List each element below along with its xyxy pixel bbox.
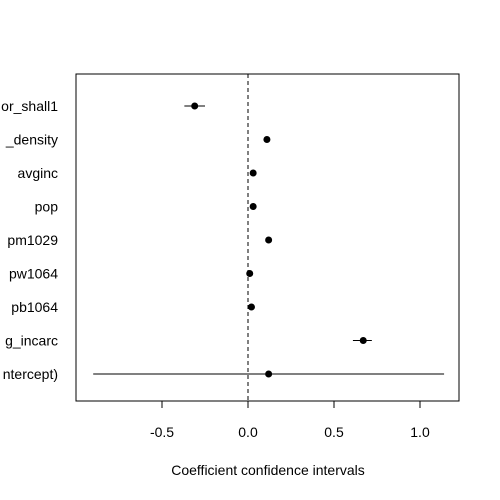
estimate-point-5 [246, 270, 254, 277]
plot-frame [75, 73, 460, 402]
estimate-point-1 [263, 136, 271, 143]
x-axis-label: Coefficient confidence intervals [171, 462, 365, 478]
y-tick-label-4: pm1029 [7, 232, 58, 248]
y-tick-label-0: or_shall1 [1, 98, 58, 114]
estimate-point-0 [191, 102, 199, 110]
y-tick-label-3: pop [35, 199, 59, 215]
y-tick-label-5: pw1064 [9, 266, 58, 282]
y-tick-label-6: pb1064 [11, 299, 58, 315]
estimate-point-8 [265, 370, 273, 378]
x-tick-label-2: 0.5 [324, 424, 344, 440]
plot-area [75, 73, 460, 402]
y-tick-label-2: avginc [18, 165, 58, 181]
estimate-point-6 [247, 303, 255, 311]
y-tick-label-1: _density [5, 132, 58, 148]
estimate-point-3 [249, 203, 257, 210]
estimate-point-2 [249, 169, 257, 177]
x-axis: -0.5 0.0 0.5 1.0 [150, 401, 430, 440]
estimate-point-7 [359, 337, 367, 344]
x-tick-label-0: -0.5 [150, 424, 174, 440]
x-tick-label-3: 1.0 [410, 424, 430, 440]
y-tick-label-7: g_incarc [5, 333, 58, 349]
y-tick-label-8: ntercept) [3, 366, 58, 382]
estimate-point-4 [265, 236, 273, 244]
x-tick-label-1: 0.0 [238, 424, 258, 440]
